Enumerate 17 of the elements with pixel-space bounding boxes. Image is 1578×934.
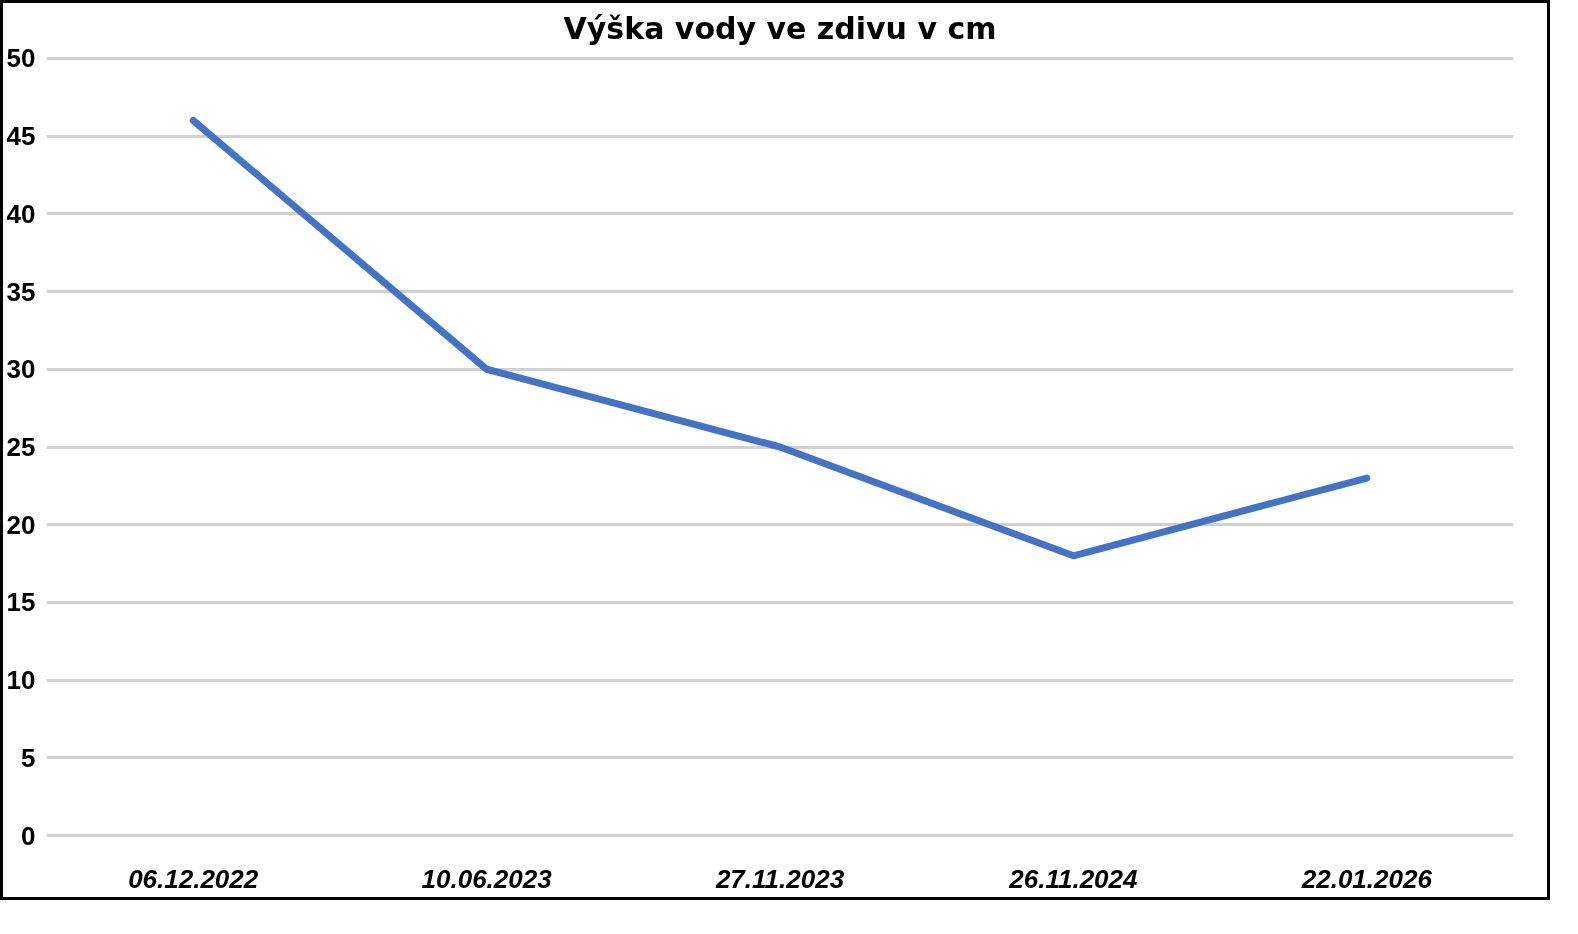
y-tick-label: 30	[6, 354, 36, 385]
y-tick-label: 40	[6, 198, 36, 229]
y-tick-label: 45	[6, 121, 36, 152]
x-tick-label: 27.11.2023	[714, 863, 845, 894]
y-tick-label: 5	[21, 742, 36, 773]
y-tick-label: 50	[6, 43, 36, 74]
x-tick-label: 06.12.2022	[128, 863, 259, 894]
y-tick-label: 10	[6, 665, 36, 696]
chart-title: Výška vody ve zdivu v cm	[563, 10, 997, 46]
y-tick-label: 25	[6, 432, 36, 462]
y-tick-label: 0	[21, 820, 36, 851]
y-tick-label: 15	[6, 587, 36, 618]
x-tick-label: 10.06.2023	[421, 863, 553, 894]
y-tick-label: 35	[6, 276, 36, 307]
x-tick-label: 22.01.2026	[1300, 863, 1433, 894]
x-tick-label: 26.11.2024	[1008, 863, 1139, 894]
y-tick-label: 20	[6, 509, 36, 540]
